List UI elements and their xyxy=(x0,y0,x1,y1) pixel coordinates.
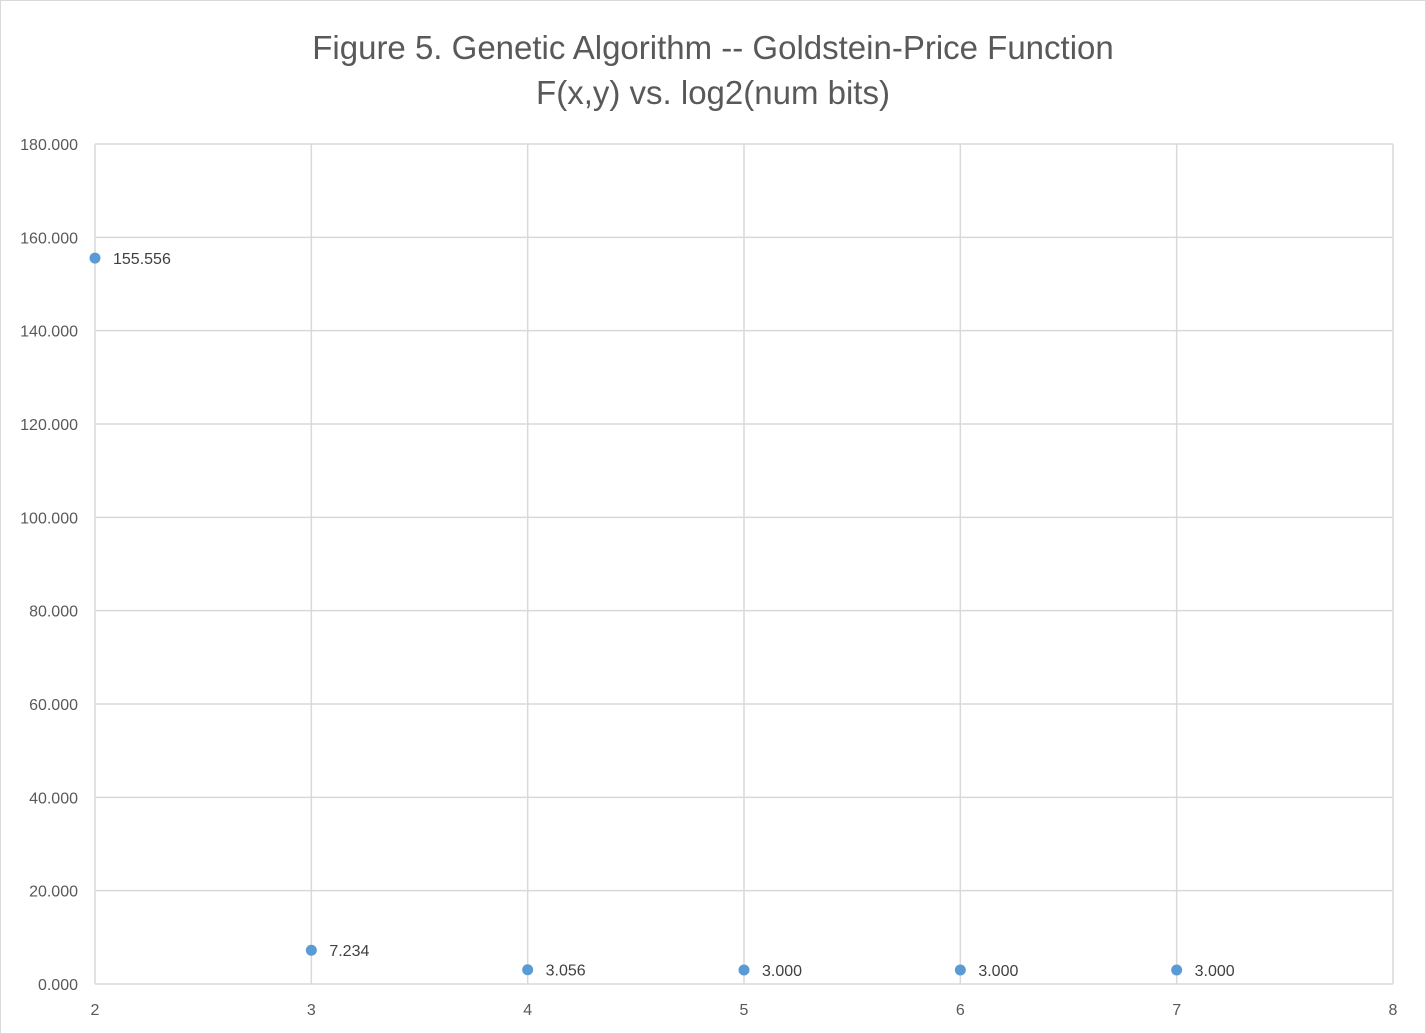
y-tick-label: 80.000 xyxy=(29,604,78,621)
data-label: 155.556 xyxy=(113,251,171,268)
data-label: 3.000 xyxy=(762,963,802,980)
y-tick-label: 100.000 xyxy=(20,510,78,527)
x-tick-label: 5 xyxy=(740,1002,749,1019)
y-tick-label: 40.000 xyxy=(29,790,78,807)
y-tick-label: 140.000 xyxy=(20,324,78,341)
x-tick-label: 2 xyxy=(91,1002,100,1019)
y-tick-label: 0.000 xyxy=(38,977,78,994)
x-tick-label: 6 xyxy=(956,1002,965,1019)
data-label: 3.000 xyxy=(978,963,1018,980)
chart-title-block: Figure 5. Genetic Algorithm -- Goldstein… xyxy=(1,25,1425,115)
chart-subtitle: F(x,y) vs. log2(num bits) xyxy=(536,74,890,111)
y-tick-label: 160.000 xyxy=(20,230,78,247)
x-tick-label: 8 xyxy=(1389,1002,1398,1019)
data-point xyxy=(305,944,317,956)
data-label: 7.234 xyxy=(329,943,369,960)
data-point xyxy=(1171,964,1183,976)
y-tick-label: 120.000 xyxy=(20,417,78,434)
chart-title: Figure 5. Genetic Algorithm -- Goldstein… xyxy=(312,29,1114,66)
y-tick-label: 60.000 xyxy=(29,697,78,714)
y-tick-label: 180.000 xyxy=(20,137,78,154)
x-tick-label: 7 xyxy=(1172,1002,1181,1019)
data-point xyxy=(522,964,534,976)
x-tick-label: 3 xyxy=(307,1002,316,1019)
data-point xyxy=(89,252,101,264)
y-tick-label: 20.000 xyxy=(29,884,78,901)
x-tick-label: 4 xyxy=(523,1002,532,1019)
data-label: 3.000 xyxy=(1195,963,1235,980)
data-point xyxy=(738,964,750,976)
data-point xyxy=(954,964,966,976)
data-label: 3.056 xyxy=(546,963,586,980)
